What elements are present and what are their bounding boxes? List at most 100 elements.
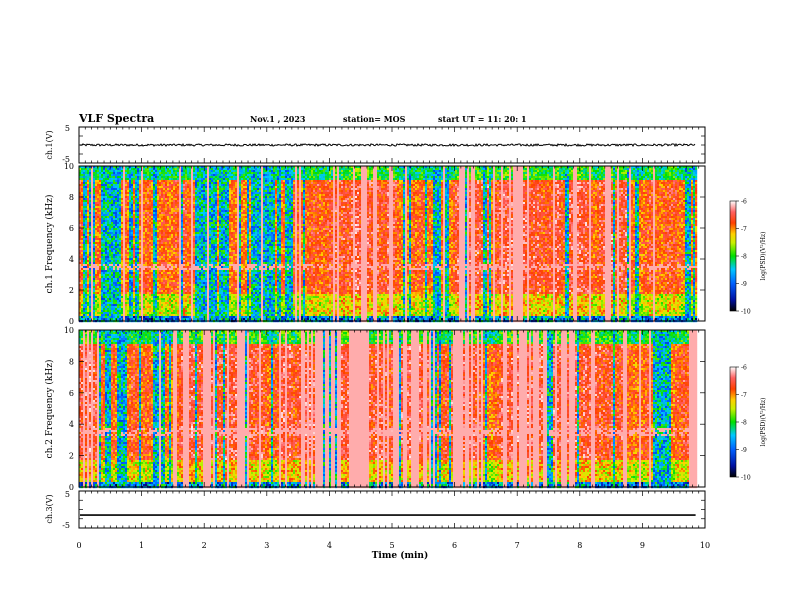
spectro-cell bbox=[137, 286, 139, 288]
spectro-cell bbox=[107, 290, 109, 292]
spectro-cell bbox=[147, 256, 149, 258]
spectro-cell bbox=[83, 194, 85, 196]
spectro-cell bbox=[153, 302, 155, 304]
spectro-cell bbox=[119, 202, 121, 204]
spectro-cell bbox=[99, 300, 101, 302]
spectro-cell bbox=[101, 242, 103, 244]
spectro-cell bbox=[99, 298, 101, 300]
spectro-cell bbox=[117, 294, 119, 296]
spectro-cell bbox=[151, 226, 153, 228]
spectro-cell bbox=[137, 210, 139, 212]
spectro-cell bbox=[103, 212, 105, 214]
spectro-cell bbox=[129, 190, 131, 192]
spectro-cell bbox=[83, 176, 85, 178]
spectro-cell bbox=[153, 290, 155, 292]
spectro-cell bbox=[99, 280, 101, 282]
spectro-cell bbox=[81, 272, 83, 274]
spectro-cell bbox=[137, 186, 139, 188]
spectro-cell bbox=[99, 226, 101, 228]
spectro-cell bbox=[105, 316, 107, 318]
spectro-cell bbox=[137, 168, 139, 170]
spectro-cell bbox=[135, 298, 137, 300]
spectro-cell bbox=[85, 266, 87, 268]
spectro-cell bbox=[93, 178, 95, 180]
spectro-cell bbox=[129, 208, 131, 210]
spectro-cell bbox=[87, 272, 89, 274]
spectro-cell bbox=[141, 206, 143, 208]
spectro-cell bbox=[159, 206, 161, 208]
spectro-cell bbox=[121, 214, 123, 216]
spectro-cell bbox=[95, 290, 97, 292]
spectro-cell bbox=[159, 298, 161, 300]
spectro-cell bbox=[81, 220, 83, 222]
spectro-cell bbox=[123, 198, 125, 200]
spectro-cell bbox=[111, 312, 113, 314]
spectro-cell bbox=[113, 276, 115, 278]
spectro-cell bbox=[93, 244, 95, 246]
spectro-cell bbox=[87, 260, 89, 262]
spectro-cell bbox=[93, 280, 95, 282]
spectro-cell bbox=[95, 200, 97, 202]
spectro-cell bbox=[131, 206, 133, 208]
spectro-cell bbox=[111, 252, 113, 254]
spectro-cell bbox=[113, 250, 115, 252]
spectro-cell bbox=[155, 304, 157, 306]
spectro-cell bbox=[85, 264, 87, 266]
spectro-cell bbox=[149, 316, 151, 318]
spectro-cell bbox=[115, 242, 117, 244]
spectro-cell bbox=[145, 288, 147, 290]
spectro-cell bbox=[113, 186, 115, 188]
spectro-cell bbox=[159, 184, 161, 186]
spectro-cell bbox=[133, 310, 135, 312]
spectro-cell bbox=[81, 280, 83, 282]
spectro-cell bbox=[129, 192, 131, 194]
spectro-cell bbox=[153, 262, 155, 264]
spectro-cell bbox=[121, 186, 123, 188]
spectro-cell bbox=[119, 204, 121, 206]
spectro-cell bbox=[111, 180, 113, 182]
spectro-cell bbox=[99, 208, 101, 210]
spectro-cell bbox=[89, 206, 91, 208]
spectro-cell bbox=[139, 282, 141, 284]
spectro-cell bbox=[87, 302, 89, 304]
spectro-cell bbox=[137, 248, 139, 250]
spectro-cell bbox=[127, 204, 129, 206]
spectro-cell bbox=[115, 232, 117, 234]
spectro-cell bbox=[103, 190, 105, 192]
spectro-cell bbox=[101, 316, 103, 318]
spectro-cell bbox=[109, 200, 111, 202]
spectro-cell bbox=[107, 300, 109, 302]
spectro-cell bbox=[105, 300, 107, 302]
spectro-cell bbox=[107, 198, 109, 200]
spectro-cell bbox=[95, 230, 97, 232]
spectro-cell bbox=[121, 304, 123, 306]
spectro-cell bbox=[123, 274, 125, 276]
spectro-cell bbox=[141, 282, 143, 284]
spectro-cell bbox=[149, 240, 151, 242]
spectro-cell bbox=[119, 176, 121, 178]
spectro-cell bbox=[111, 190, 113, 192]
spectro-cell bbox=[109, 244, 111, 246]
spectro-cell bbox=[109, 234, 111, 236]
spectro-cell bbox=[109, 204, 111, 206]
spectro-cell bbox=[153, 310, 155, 312]
spectro-cell bbox=[159, 262, 161, 264]
spectro-cell bbox=[159, 256, 161, 258]
spectro-cell bbox=[89, 216, 91, 218]
spectro-cell bbox=[117, 300, 119, 302]
spectro-cell bbox=[147, 176, 149, 178]
spectro-cell bbox=[99, 236, 101, 238]
spectro-cell bbox=[149, 306, 151, 308]
spectro-cell bbox=[117, 222, 119, 224]
spectro-cell bbox=[89, 214, 91, 216]
spectro-cell bbox=[153, 308, 155, 310]
spectro-cell bbox=[133, 228, 135, 230]
spectro-cell bbox=[113, 196, 115, 198]
spectro-cell bbox=[157, 286, 159, 288]
spectro-cell bbox=[139, 246, 141, 248]
spectro-cell bbox=[95, 196, 97, 198]
spectro-cell bbox=[133, 174, 135, 176]
spectro-cell bbox=[127, 274, 129, 276]
spectro-cell bbox=[121, 206, 123, 208]
spectro-cell bbox=[109, 198, 111, 200]
